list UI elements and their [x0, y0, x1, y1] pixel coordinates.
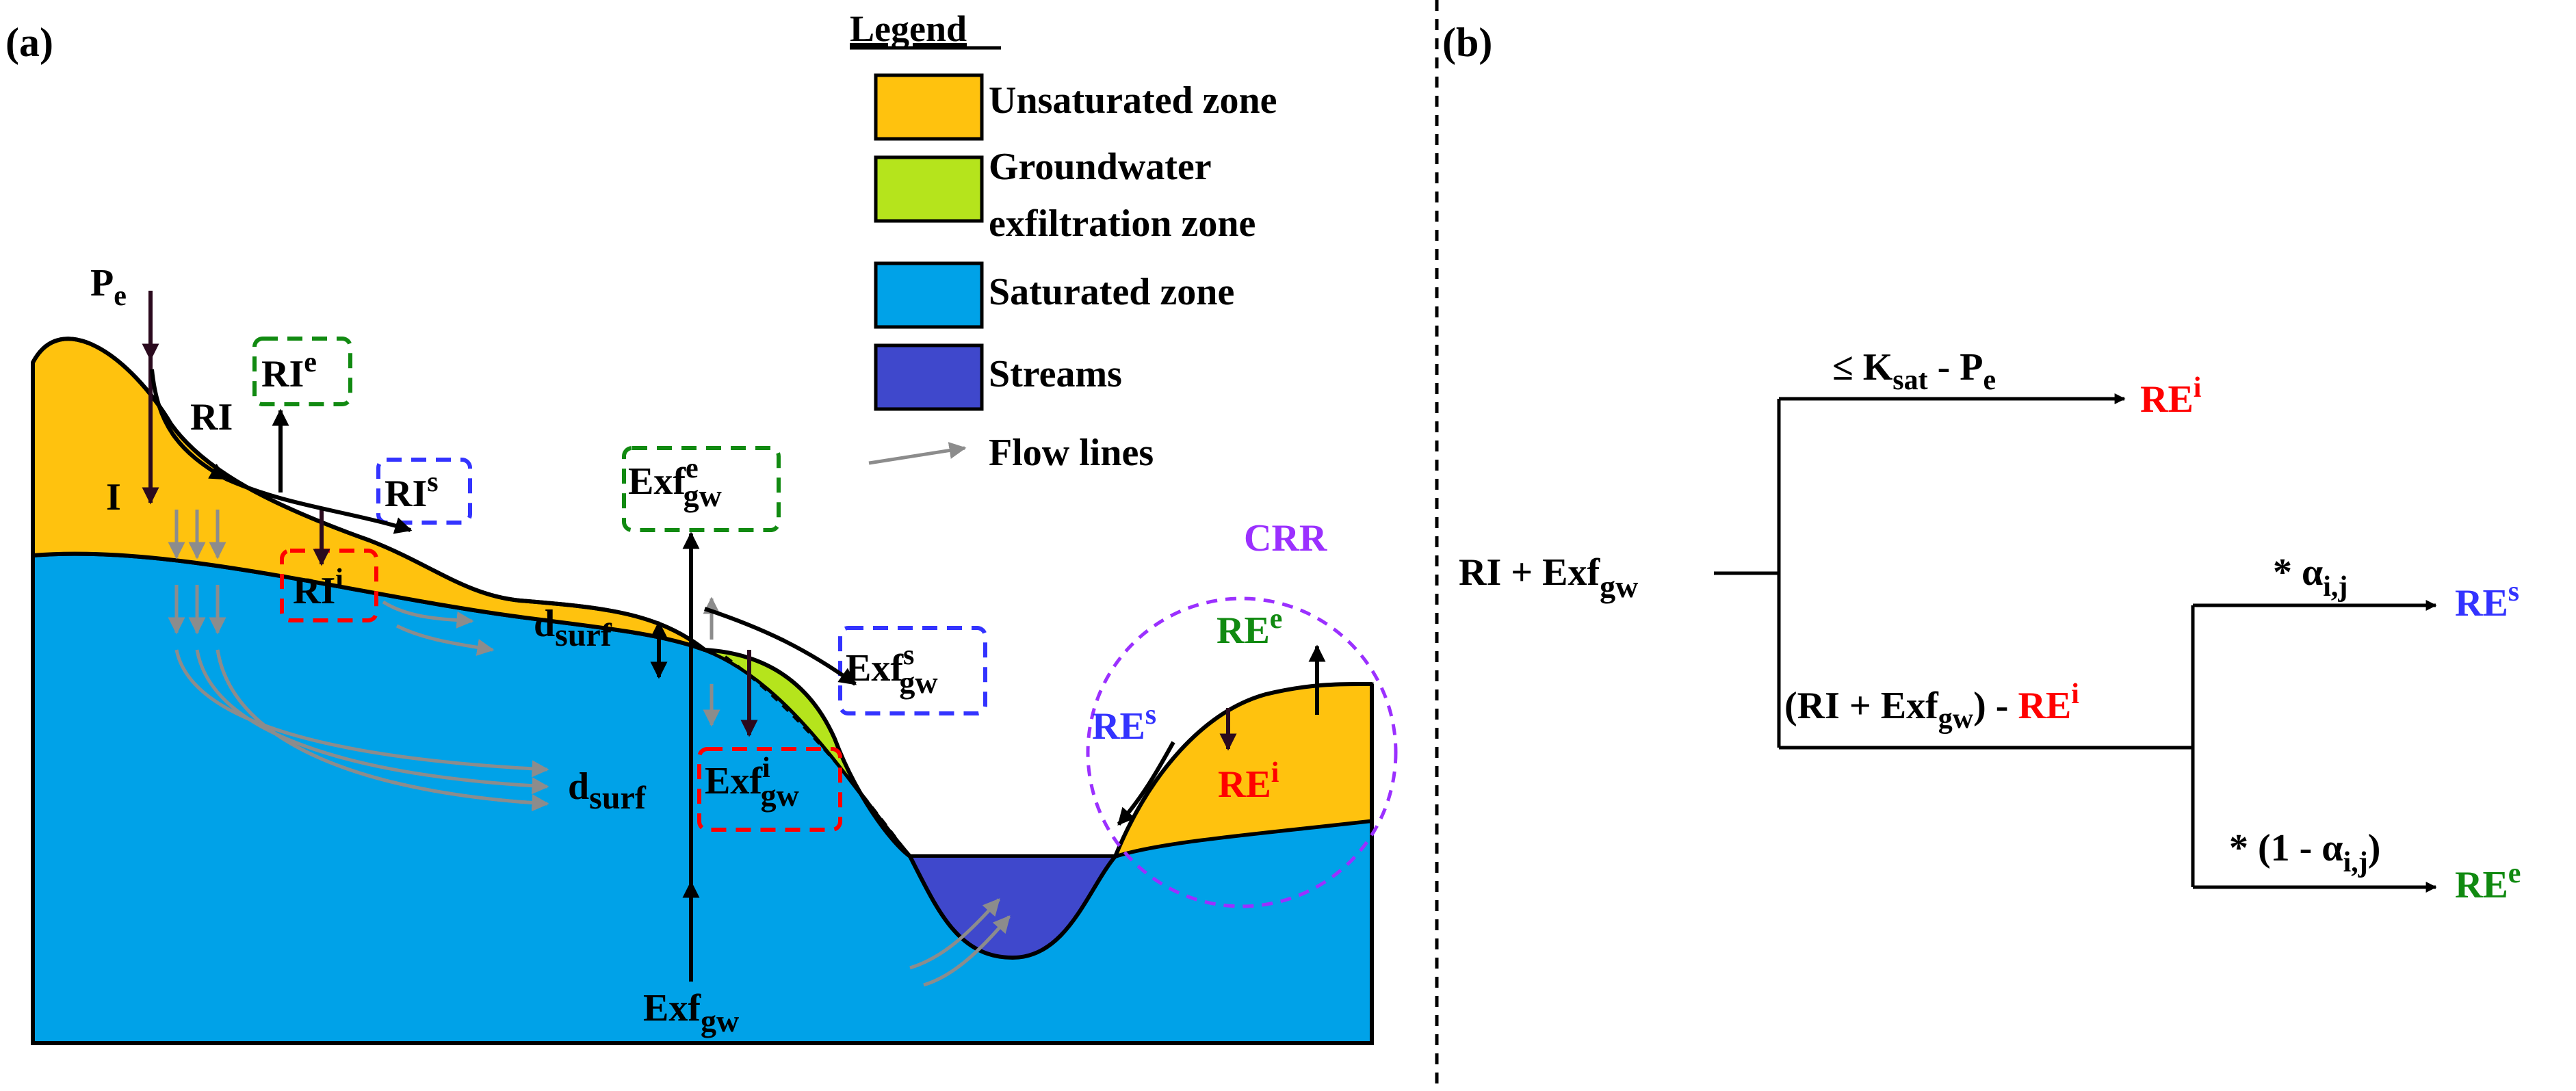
legend-label-saturated: Saturated zone [989, 271, 1234, 313]
legend-label-streams: Streams [989, 353, 1122, 395]
tree-root-label: RI + Exfgw [1459, 551, 1638, 604]
flow-line [382, 600, 474, 629]
label-exf-i: Exfi gw [705, 752, 799, 813]
tree-lower-result: REe [2455, 858, 2521, 906]
runoff-ri-arrow [150, 369, 228, 481]
tree-remainder: (RI + Exfgw) - REi [1784, 679, 2079, 735]
tree-top-condition: ≤ Ksat - Pe [1832, 346, 1996, 396]
label-d-surf-lower: dsurf [568, 765, 647, 816]
flow-lines [168, 510, 1011, 987]
label-exf-e: Exfe gw [628, 453, 722, 513]
label-i: I [106, 476, 121, 518]
exf-i-box [697, 747, 842, 832]
crr-circle [1086, 596, 1398, 908]
label-ri-i: RIi [293, 564, 343, 612]
ri-e-box [252, 337, 352, 406]
legend-label-flow-lines: Flow lines [989, 432, 1154, 474]
label-exf-gw: Exfgw [643, 987, 739, 1038]
legend-label-unsaturated: Unsaturated zone [989, 79, 1277, 122]
label-ri-s: RIs [385, 466, 439, 515]
label-d-surf-upper: dsurf [534, 603, 612, 653]
legend-swatch-saturated [874, 261, 984, 329]
legend-swatch-exfiltration [874, 155, 984, 223]
tree-lower-factor: * (1 - αi,j) [2229, 827, 2380, 878]
legend-swatch-streams [874, 343, 984, 411]
label-crr: CRR [1244, 517, 1327, 560]
flow-line [195, 649, 549, 795]
label-re-i: REi [1218, 757, 1279, 806]
exf-e-box [622, 446, 781, 532]
label-pe: Pe [90, 262, 127, 312]
flow-line [395, 624, 495, 656]
panel-b-labels: RI + Exfgw ≤ Ksat - Pe REi (RI + Exfgw) … [1459, 346, 2521, 906]
flow-line [923, 915, 1011, 987]
water-table-dashed-line [724, 655, 911, 858]
process-arrows [142, 291, 1326, 982]
label-ri-e: RIe [261, 347, 317, 395]
re-s-arrow [1117, 741, 1175, 826]
tree-top-result: REi [2140, 372, 2202, 421]
tree-upper-factor: * αi,j [2273, 551, 2347, 603]
legend-swatch-unsaturated [874, 73, 984, 141]
tree-upper-result: REs [2455, 576, 2519, 625]
flow-line [909, 898, 1000, 970]
panel-a-label: (a) [5, 20, 53, 65]
ri-s-arrow [224, 477, 413, 534]
panel-a-labels: Pe RI I RIe RIs RIi dsurf dsurf Exfe gw E… [90, 262, 1327, 1038]
label-re-e: REe [1217, 603, 1282, 652]
ri-s-box [376, 458, 472, 525]
legend-label-exfiltration-1: Groundwater [989, 146, 1212, 188]
legend-label-exfiltration-2: exfiltration zone [989, 202, 1256, 245]
label-re-s: REs [1092, 699, 1156, 748]
label-ri: RI [190, 396, 233, 438]
flow-line [174, 649, 549, 778]
panel-b-label: (b) [1442, 20, 1492, 65]
label-exf-s: Exfs gw [846, 640, 938, 700]
legend-flow-line-sample [868, 442, 967, 465]
legend-title: Legend [850, 8, 967, 49]
panel-b-tree [1714, 393, 2437, 893]
flow-line [216, 649, 549, 812]
landscape [31, 337, 1374, 1045]
legend: Legend Unsaturated zone Groundwater exfi… [850, 8, 1277, 474]
landscape-frame [31, 363, 1374, 1045]
exf-s-arrow [704, 607, 857, 686]
